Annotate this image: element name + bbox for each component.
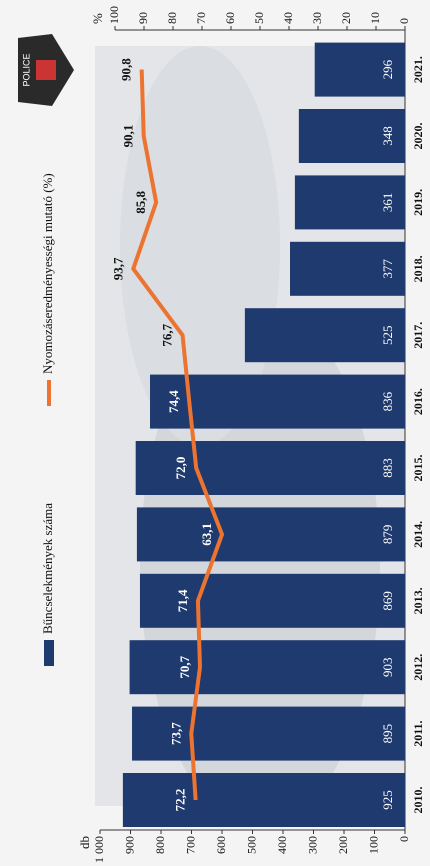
bar-value-label: 348 [380,126,395,146]
y-tick-label: 600 [214,836,228,854]
x-tick-label: 2014. [411,521,425,548]
bar [129,640,406,695]
y-tick-label: 200 [336,836,350,854]
legend-swatch [44,640,54,666]
legend-label: Bűncselekmények száma [40,503,55,634]
line-value-label: 90,8 [119,58,134,81]
y-axis-label: db [77,836,92,849]
x-tick-label: 2012. [411,654,425,681]
line [131,69,225,801]
bar-value-label: 296 [380,59,395,79]
bar-value-label: 525 [380,325,395,345]
bar [298,109,405,163]
bar-value-label: 869 [380,591,395,611]
bar-value-label: 377 [380,259,395,279]
y2-tick-label: 80 [165,12,179,24]
y2-tick-label: 50 [252,12,266,24]
line-value-label: 71,4 [175,589,190,612]
y-tick-label: 100 [366,836,380,854]
line-value-label: 93,7 [110,257,125,280]
bar [122,773,405,827]
bar-value-label: 361 [380,193,395,213]
y2-tick-label: 90 [136,12,150,24]
bar-value-label: 903 [380,657,395,677]
y-tick-label: 400 [275,836,289,854]
y-tick-label: 0 [397,836,411,842]
y2-tick-label: 100 [107,6,121,24]
bar-value-label: 836 [380,391,395,411]
photo-shape [120,46,280,446]
y-tick-label: 700 [183,836,197,854]
x-tick-label: 2020. [411,123,425,150]
bar [139,573,406,628]
y2-tick-label: 20 [339,12,353,24]
line-value-label: 72,2 [173,789,188,812]
x-tick-label: 2019. [411,189,425,216]
x-tick-label: 2016. [411,388,425,415]
x-tick-label: 2013. [411,587,425,614]
y2-axis-label: % [90,13,105,24]
y-tick-label: 500 [244,836,258,854]
x-tick-label: 2018. [411,255,425,282]
bar [294,175,405,230]
bar-value-label: 925 [380,790,395,810]
bar [132,706,405,761]
bar-value-label: 895 [380,724,395,744]
line-value-label: 85,8 [133,191,148,214]
bar [150,374,405,429]
y2-tick-label: 60 [223,12,237,24]
y-tick-label: 800 [153,836,167,854]
line-value-label: 74,4 [166,390,181,413]
badge-emblem [36,60,56,80]
badge-text: POLICE [21,53,31,86]
y-tick-label: 900 [122,836,136,854]
line-value-label: 63,1 [199,523,214,546]
legend-label: Nyomozáseredményességi mutató (%) [40,173,55,374]
bar [244,308,405,363]
y2-tick-label: 70 [194,12,208,24]
bar [314,42,405,97]
x-tick-label: 2015. [411,455,425,482]
badge: POLICE [18,34,74,106]
x-tick-label: 2017. [411,322,425,349]
line-value-label: 90,1 [121,125,136,148]
bar-value-label: 879 [380,525,395,545]
line-value-label: 76,7 [160,323,175,346]
y-tick-label: 300 [305,836,319,854]
line-value-label: 73,7 [168,722,183,745]
y2-tick-label: 30 [310,12,324,24]
y2-tick-label: 0 [397,18,411,24]
y2-tick-label: 10 [368,12,382,24]
line-value-label: 72,0 [173,457,188,480]
bar [290,241,406,296]
bar [136,507,405,562]
x-tick-label: 2021. [411,56,425,83]
bar-value-label: 883 [380,458,395,478]
line-value-label: 70,7 [177,655,192,678]
x-tick-label: 2011. [411,720,425,746]
x-tick-label: 2010. [411,787,425,814]
y-tick-label: 1 000 [92,836,106,863]
y2-tick-label: 40 [281,12,295,24]
